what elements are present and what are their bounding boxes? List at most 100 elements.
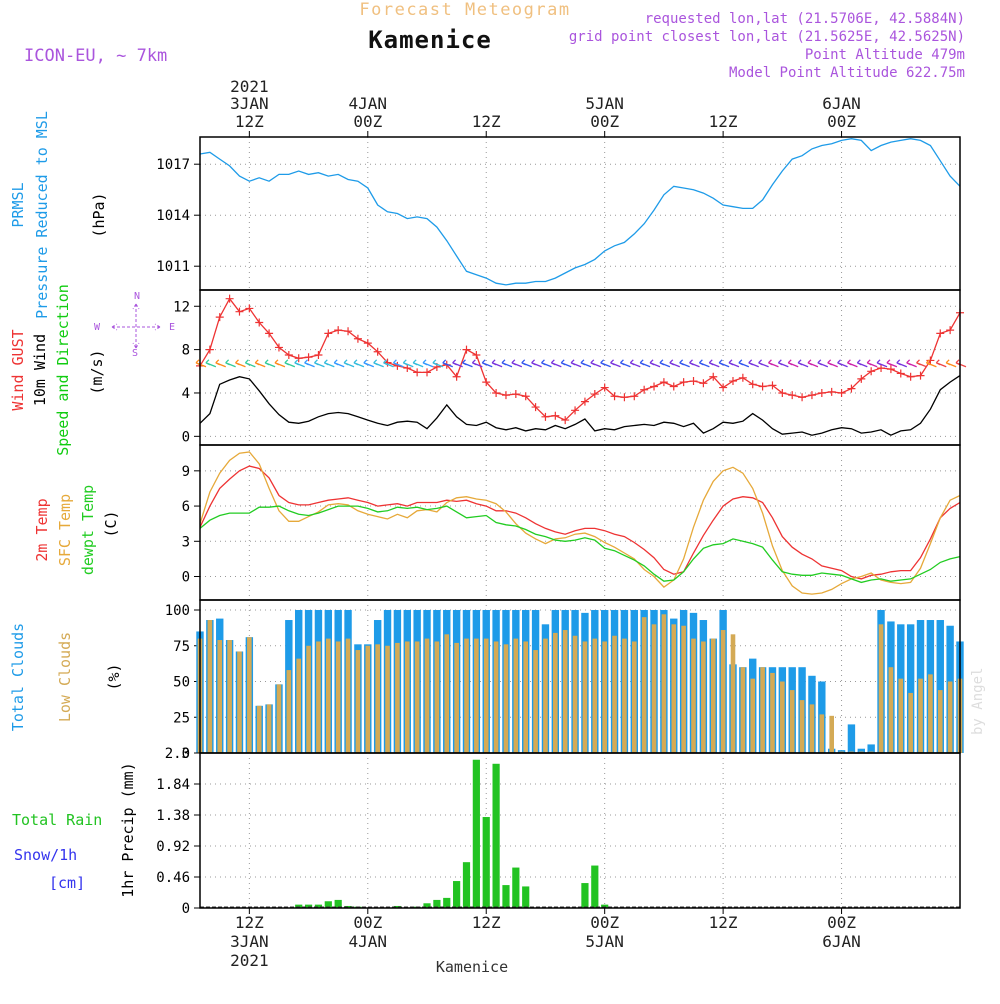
top-time-label: 12Z: [235, 112, 264, 131]
precip-bar: [472, 759, 480, 908]
precip-bar: [344, 905, 352, 908]
panel-label: Speed and Direction: [54, 284, 72, 456]
gust-marker: [472, 351, 481, 360]
wind-arrow: [827, 359, 838, 368]
series-line-sfc-temp: [199, 451, 961, 595]
panel-label: Wind GUST: [9, 329, 27, 410]
y-tick-label: 9: [182, 464, 190, 480]
gust-marker: [452, 372, 461, 381]
gust-marker: [758, 382, 767, 391]
low-cloud-bar: [375, 644, 380, 753]
low-cloud-bar: [454, 642, 459, 753]
gust-marker: [857, 374, 866, 383]
wind-arrow: [323, 359, 335, 368]
gust-marker: [511, 390, 520, 399]
panel-clouds: 0 25 50 75 100 Total Clouds Low Clouds (%): [9, 599, 964, 762]
gust-marker: [571, 406, 580, 415]
gust-marker: [748, 380, 757, 389]
gust-marker: [896, 369, 905, 378]
wind-arrow: [797, 359, 809, 368]
gust-marker: [669, 382, 678, 391]
watermark: by Angel: [970, 668, 986, 735]
precip-bar: [502, 885, 510, 908]
series-line-2m-temp: [199, 465, 961, 580]
footer-location: Kamenice: [436, 958, 508, 976]
panel-label: (%): [105, 663, 123, 690]
low-cloud-bar: [720, 630, 726, 753]
wind-arrow: [383, 359, 394, 368]
low-cloud-bar: [691, 638, 696, 753]
y-tick-label: 8: [182, 343, 190, 359]
gust-marker: [719, 383, 728, 392]
wind-arrow: [925, 359, 937, 368]
low-cloud-bar: [464, 638, 469, 753]
low-cloud-bar: [789, 690, 795, 753]
gust-marker: [205, 345, 214, 354]
low-cloud-bar: [651, 624, 657, 753]
bottom-time-label: 12Z: [235, 913, 264, 932]
low-cloud-bar: [908, 692, 913, 753]
panel-frame: [199, 136, 961, 291]
requested-coords: requested lon,lat (21.5706E, 42.5884N): [645, 11, 965, 27]
low-cloud-bar: [326, 638, 331, 753]
wind-arrow: [432, 359, 444, 368]
y-tick-label: 3: [182, 534, 190, 550]
low-cloud-bar: [256, 705, 262, 753]
wind-arrow: [284, 359, 296, 368]
panel-label: SFC Temp: [56, 494, 74, 566]
compass-w: W: [94, 322, 101, 333]
low-cloud-bar: [770, 672, 775, 753]
wind-arrow: [787, 359, 799, 368]
wind-arrow: [452, 359, 463, 368]
wind-arrow: [343, 359, 355, 368]
y-tick-label: 1011: [156, 259, 190, 275]
gust-marker: [353, 334, 362, 343]
gust-marker: [906, 372, 915, 381]
low-cloud-bar: [345, 638, 351, 753]
wind-arrow: [708, 359, 720, 368]
panel-label: dewpt Temp: [79, 485, 97, 575]
wind-arrow: [600, 359, 611, 368]
bottom-time-label: 12Z: [709, 913, 738, 932]
wind-arrow: [610, 359, 621, 368]
wind-arrow: [501, 359, 513, 368]
gust-marker: [886, 365, 895, 374]
panel-label: Total Clouds: [9, 623, 27, 731]
bottom-time-label: 00Z: [590, 913, 619, 932]
low-cloud-bar: [316, 641, 321, 753]
top-time-label: 2021: [230, 77, 269, 96]
gust-marker: [304, 353, 313, 362]
panel-temperature: 0 3 6 9 2m Temp SFC Temp dewpt Temp (C): [33, 444, 961, 601]
wind-arrow: [590, 359, 602, 368]
wind-arrow: [225, 359, 236, 368]
gust-marker: [650, 382, 659, 391]
y-tick-label: 4: [182, 386, 190, 402]
low-cloud-bar: [710, 638, 716, 753]
gust-marker: [284, 351, 293, 360]
gridpoint-coords: grid point closest lon,lat (21.5625E, 42…: [569, 29, 965, 45]
total-cloud-bar: [857, 748, 865, 753]
gust-marker: [521, 392, 530, 401]
gust-marker: [255, 318, 264, 327]
total-cloud-bar: [936, 620, 944, 753]
low-cloud-bar: [809, 704, 815, 753]
panel-label: Low Clouds: [56, 632, 74, 722]
point-altitude: Point Altitude 479m: [805, 47, 965, 63]
total-cloud-bar: [906, 624, 915, 753]
low-cloud-bar: [631, 641, 637, 753]
wind-arrow: [728, 359, 740, 368]
wind-arrow: [629, 359, 641, 368]
compass-s: S: [132, 348, 138, 359]
low-cloud-bar: [888, 667, 894, 753]
bottom-time-label: 2021: [230, 951, 269, 970]
series-line-10m-wind: [199, 375, 961, 436]
gust-marker: [314, 351, 323, 360]
precip-bar: [522, 886, 530, 908]
series-line-dewpt-temp: [199, 505, 961, 584]
wind-arrow: [689, 359, 700, 368]
low-cloud-bar: [572, 635, 578, 753]
wind-arrow: [807, 359, 819, 368]
gust-marker: [245, 304, 254, 313]
low-cloud-bar: [661, 614, 667, 753]
